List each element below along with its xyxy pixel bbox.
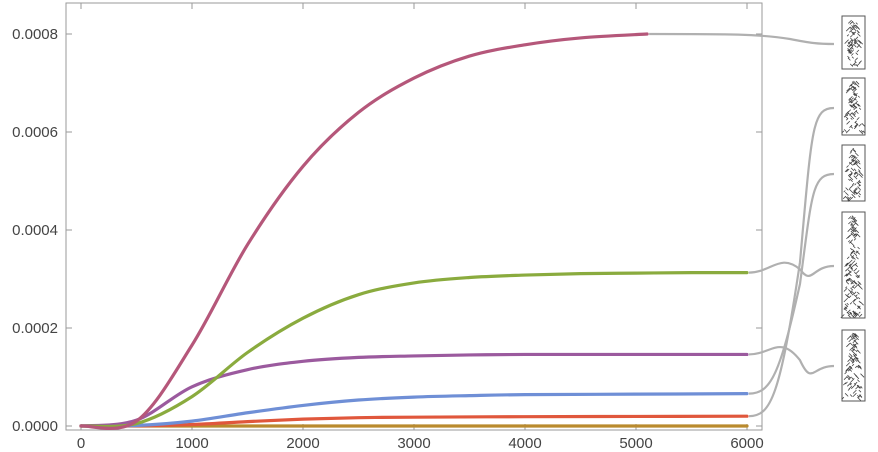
- y-tick-label: 0.0004: [12, 222, 58, 239]
- thumbnail-pattern: [841, 332, 865, 401]
- x-tick-label: 0: [77, 435, 85, 452]
- callout-line: [649, 32, 835, 46]
- x-tick-label: 2000: [286, 435, 319, 452]
- series-line: [79, 414, 749, 428]
- series-line: [79, 352, 749, 428]
- x-tick-label: 4000: [508, 435, 541, 452]
- callout-group: [649, 32, 835, 418]
- y-axis: 0.0000 0.0002 0.0004 0.0006 0.0008: [12, 26, 762, 435]
- pattern-thumbnail: [841, 15, 866, 70]
- series-line: [79, 270, 749, 429]
- thumbnail-frame: [841, 144, 866, 202]
- y-tick-label: 0.0006: [12, 124, 58, 141]
- x-tick-label: 1000: [175, 435, 208, 452]
- thumbnail-frame: [841, 329, 866, 402]
- pattern-thumbnail: [841, 77, 866, 136]
- thumbnail-pattern: [840, 215, 864, 319]
- pattern-thumbnail: [841, 144, 866, 202]
- y-tick-label: 0.0008: [12, 26, 58, 43]
- series-line: [79, 392, 749, 428]
- callout-line: [748, 346, 835, 375]
- plot-frame: [65, 2, 763, 431]
- thumbnail-group: [840, 15, 866, 402]
- callout-line: [748, 106, 835, 418]
- plot-border: [65, 2, 763, 431]
- x-axis: 0 1000 2000 3000 4000 5000 6000: [77, 3, 764, 452]
- thumbnail-frame: [841, 77, 866, 136]
- callout-line: [748, 172, 835, 395]
- pattern-thumbnail: [840, 211, 866, 319]
- x-tick-label: 3000: [397, 435, 430, 452]
- x-tick-label: 5000: [619, 435, 652, 452]
- y-tick-label: 0.0000: [12, 418, 58, 435]
- y-tick-label: 0.0002: [12, 320, 58, 337]
- thumbnail-pattern: [842, 148, 864, 202]
- thumbnail-pattern: [841, 80, 866, 135]
- x-tick-label: 6000: [730, 435, 763, 452]
- pattern-thumbnail: [841, 329, 866, 402]
- series-line: [79, 32, 649, 430]
- series-group: [79, 32, 749, 430]
- thumbnail-pattern: [844, 19, 863, 67]
